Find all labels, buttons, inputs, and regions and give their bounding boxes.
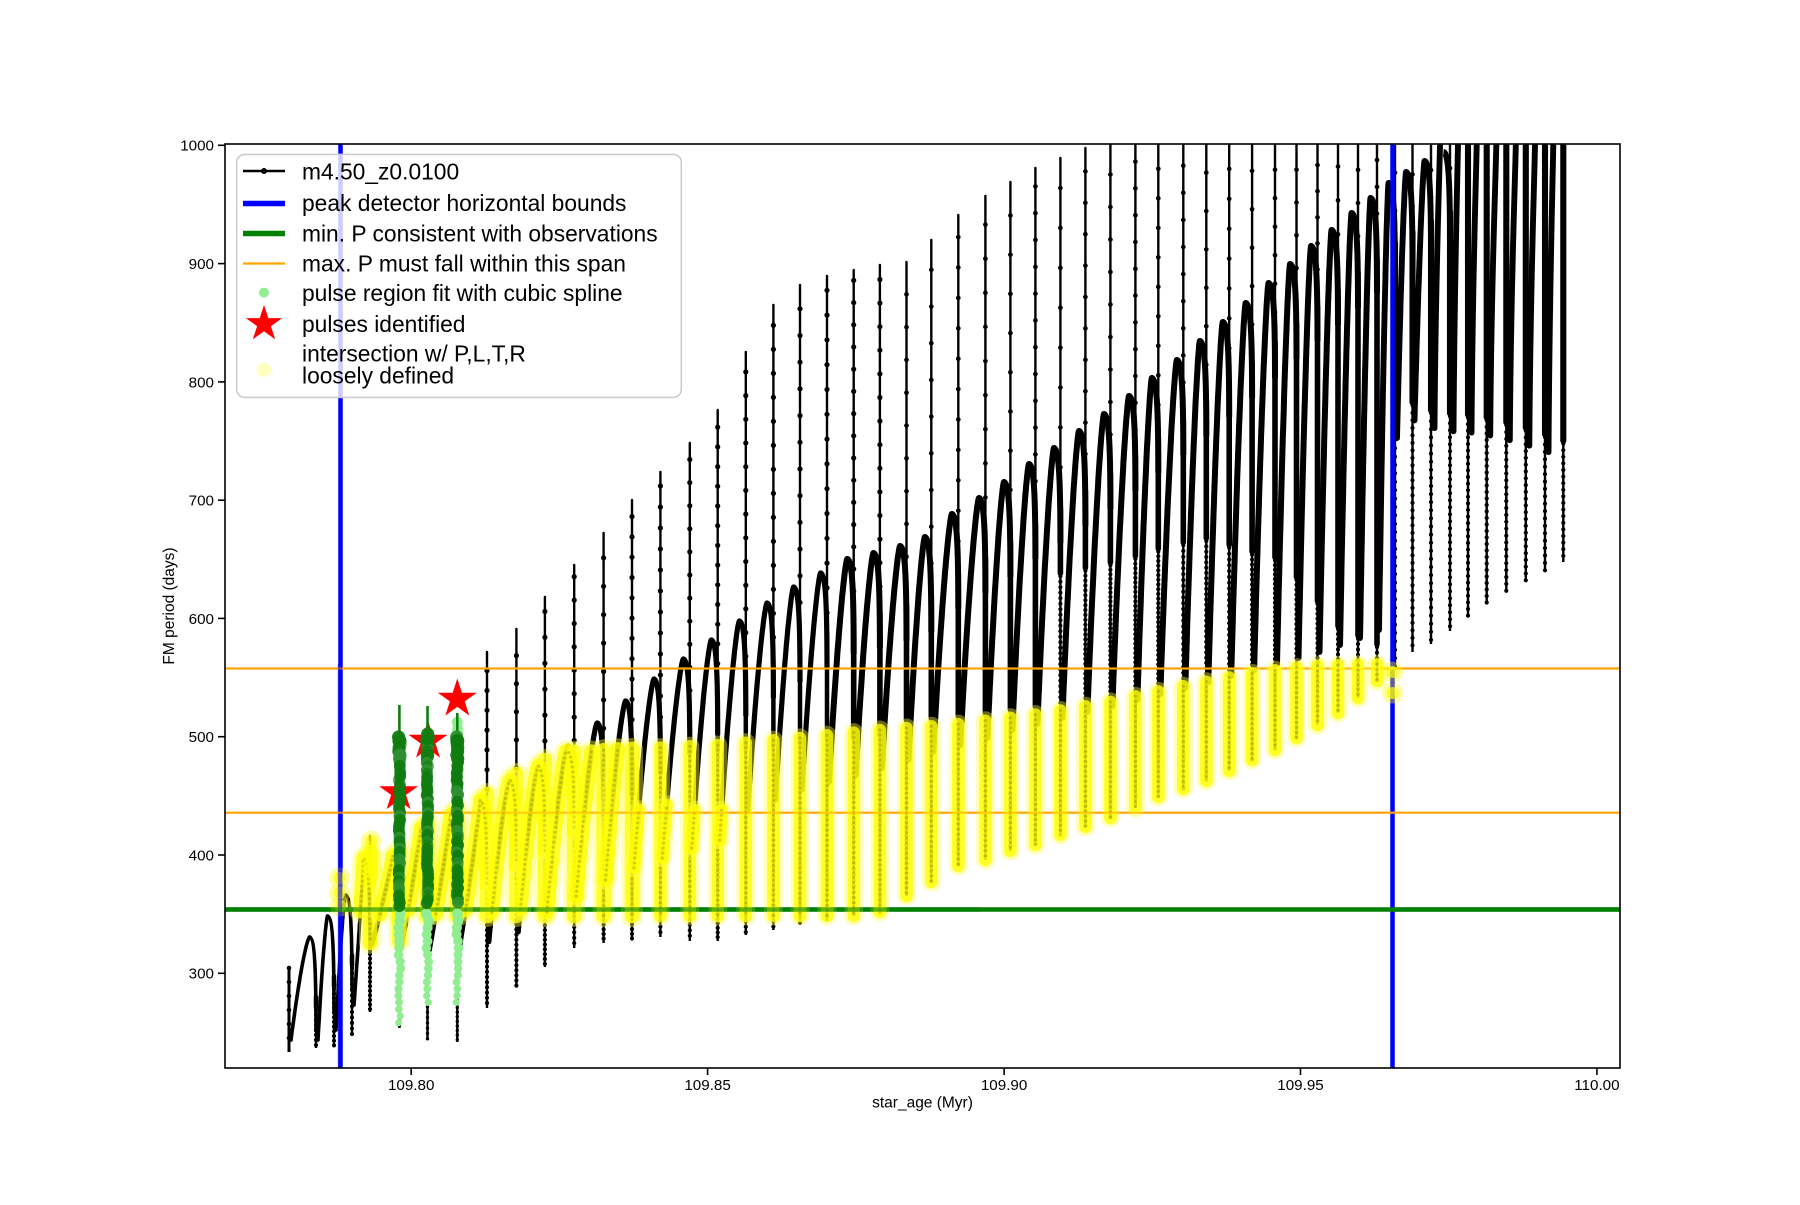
- svg-text:600: 600: [189, 611, 214, 628]
- svg-text:FM period (days): FM period (days): [161, 547, 178, 664]
- svg-text:300: 300: [189, 966, 214, 983]
- svg-text:110.00: 110.00: [1574, 1077, 1619, 1094]
- svg-text:min. P consistent with observa: min. P consistent with observations: [302, 220, 658, 246]
- svg-text:900: 900: [189, 256, 214, 273]
- svg-text:109.95: 109.95: [1277, 1077, 1323, 1094]
- svg-text:400: 400: [189, 847, 214, 864]
- svg-text:max. P must fall within this s: max. P must fall within this span: [302, 251, 626, 277]
- svg-text:loosely defined: loosely defined: [302, 363, 454, 389]
- svg-text:109.90: 109.90: [981, 1077, 1027, 1094]
- svg-text:star_age (Myr): star_age (Myr): [872, 1095, 973, 1112]
- svg-text:700: 700: [189, 493, 214, 510]
- svg-text:500: 500: [189, 729, 214, 746]
- svg-text:1000: 1000: [180, 138, 214, 155]
- svg-text:109.85: 109.85: [684, 1077, 730, 1094]
- svg-text:peak detector horizontal bound: peak detector horizontal bounds: [302, 190, 626, 216]
- svg-text:109.80: 109.80: [388, 1077, 434, 1094]
- svg-text:pulse region fit with cubic sp: pulse region fit with cubic spline: [302, 280, 623, 306]
- svg-text:pulses identified: pulses identified: [302, 311, 466, 337]
- svg-text:m4.50_z0.0100: m4.50_z0.0100: [302, 158, 459, 184]
- svg-text:800: 800: [189, 374, 214, 391]
- svg-text:intersection w/ P,L,T,R: intersection w/ P,L,T,R: [302, 341, 526, 367]
